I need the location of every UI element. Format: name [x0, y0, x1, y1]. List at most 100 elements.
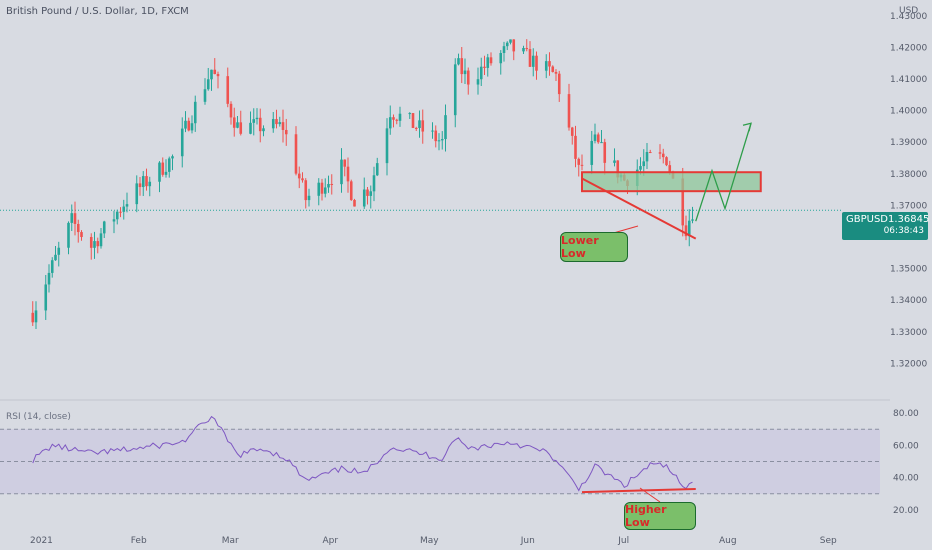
price-tick-label: 1.41000	[890, 75, 927, 85]
candle-up	[34, 310, 38, 323]
candle-up	[593, 134, 597, 141]
candle-up	[93, 241, 96, 248]
candle-down	[229, 103, 233, 118]
candle-up	[210, 69, 213, 80]
candle-up	[327, 183, 330, 188]
candle-down	[411, 113, 415, 128]
candle-down	[258, 117, 262, 132]
candle-up	[271, 119, 275, 129]
candle-down	[596, 134, 600, 143]
candle-up	[479, 66, 483, 80]
x-axis-label: Aug	[719, 536, 737, 546]
price-tag-price: 1.36845	[888, 214, 930, 225]
candle-up	[148, 181, 152, 187]
candle-down	[681, 178, 685, 226]
lower-low-callout[interactable]: Lower Low	[560, 232, 628, 262]
candle-up	[505, 42, 509, 47]
candle-up	[453, 64, 457, 116]
candle-up	[70, 213, 74, 223]
rsi-tick-label: 40.00	[893, 474, 919, 484]
candle-down	[284, 129, 288, 135]
x-axis-label: Mar	[222, 536, 239, 546]
candle-up	[340, 159, 343, 185]
candle-up	[431, 130, 434, 132]
currency-label: USD	[899, 6, 919, 16]
candle-up	[502, 46, 506, 54]
candle-down	[366, 189, 369, 196]
candle-down	[349, 181, 353, 200]
candle-down	[548, 61, 551, 67]
candle-down	[239, 122, 243, 134]
rsi-band	[0, 429, 880, 494]
price-tick-label: 1.38000	[890, 170, 927, 180]
projected-path-arrow	[695, 123, 752, 222]
x-axis-label: Apr	[323, 536, 339, 546]
candle-down	[570, 127, 574, 136]
candle-down	[512, 39, 516, 52]
candle-down	[580, 164, 584, 166]
candle-down	[213, 69, 217, 75]
candle-up	[375, 163, 379, 176]
candle-up	[372, 175, 376, 192]
candle-down	[554, 71, 558, 74]
rsi-indicator-label[interactable]: RSI (14, close)	[6, 412, 71, 422]
candle-up	[167, 158, 171, 172]
candle-up	[180, 128, 184, 157]
candle-up	[102, 221, 106, 234]
candle-down	[525, 47, 529, 50]
rsi-tick-label: 20.00	[893, 506, 919, 516]
candle-down	[489, 57, 493, 64]
candle-up	[112, 219, 116, 222]
candle-down	[392, 117, 395, 120]
candle-up	[544, 61, 548, 71]
candle-up	[323, 187, 327, 194]
candle-up	[278, 122, 282, 125]
x-axis-label: Sep	[820, 536, 837, 546]
price-tag-countdown: 06:38:43	[883, 226, 924, 236]
support-resistance-zone	[581, 171, 762, 193]
price-tick-label: 1.39000	[890, 138, 927, 148]
candle-up	[57, 247, 61, 255]
candle-up	[639, 166, 642, 170]
candle-up	[613, 160, 616, 163]
higher-low-callout[interactable]: Higher Low	[624, 502, 696, 530]
candle-down	[421, 120, 425, 132]
price-tick-label: 1.34000	[890, 296, 927, 306]
candle-down	[232, 117, 236, 128]
candle-up	[184, 120, 187, 129]
candle-down	[320, 182, 324, 194]
candle-down	[551, 66, 555, 72]
candle-up	[50, 260, 54, 273]
price-tick-label: 1.42000	[890, 43, 927, 53]
candle-up	[249, 122, 252, 134]
candle-down	[577, 158, 581, 165]
candle-up	[44, 284, 48, 311]
candle-down	[434, 130, 438, 142]
candle-up	[99, 233, 103, 247]
candle-up	[385, 128, 389, 164]
price-tick-label: 1.33000	[890, 328, 927, 338]
candle-up	[486, 57, 490, 68]
rsi-tick-label: 60.00	[893, 441, 919, 451]
candle-up	[190, 123, 194, 131]
higher-low-trendline	[581, 487, 696, 494]
candle-up	[67, 222, 70, 248]
candle-down	[187, 120, 191, 131]
candle-up	[135, 183, 139, 205]
candle-up	[418, 120, 421, 129]
candle-down	[297, 173, 301, 179]
candle-down	[275, 119, 278, 125]
candle-down	[96, 241, 100, 247]
candle-down	[658, 152, 662, 154]
candle-down	[648, 152, 652, 154]
candle-up	[522, 47, 525, 52]
x-axis-label: May	[420, 536, 439, 546]
candle-down	[353, 199, 356, 207]
candle-up	[54, 254, 57, 261]
candle-down	[145, 176, 148, 187]
candle-up	[362, 189, 366, 207]
candle-up	[531, 55, 535, 67]
x-axis-label: 2021	[30, 536, 53, 546]
price-tick-label: 1.37000	[890, 201, 927, 211]
